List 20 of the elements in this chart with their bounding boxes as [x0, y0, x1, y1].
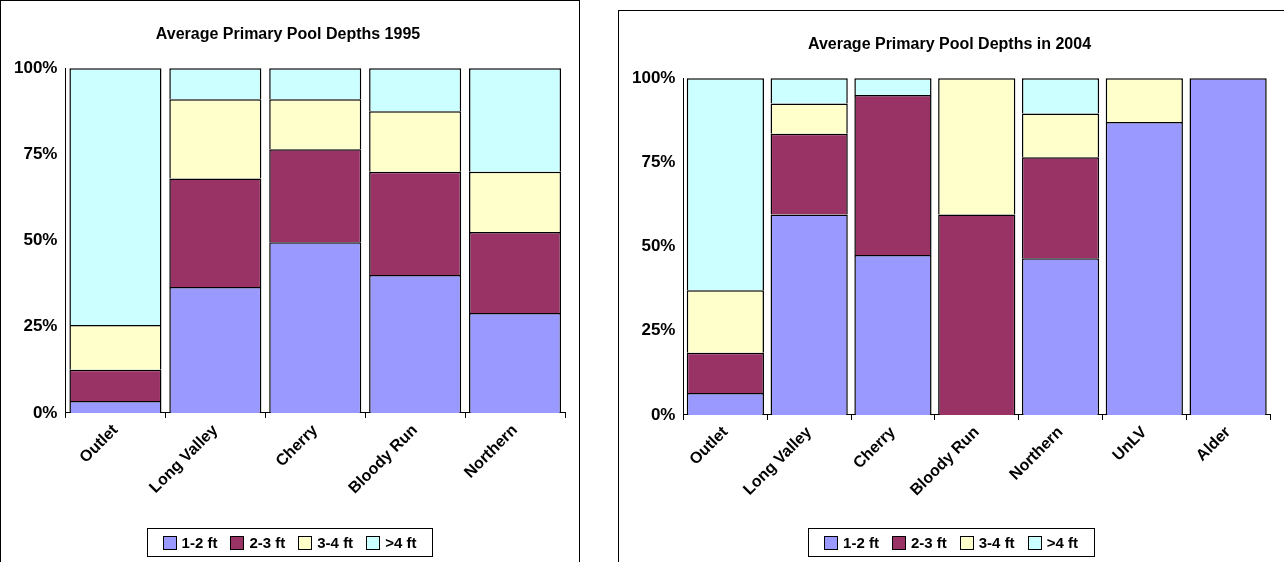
y-tick-label: 100% — [632, 67, 676, 87]
y-tick-label: 0% — [650, 404, 676, 424]
y-tick-label: 75% — [23, 144, 58, 164]
y-tick-label: 50% — [23, 230, 58, 250]
legend-label: 2-3 ft — [249, 534, 286, 551]
y-tick-label: 100% — [14, 57, 58, 77]
legend-label: 1-2 ft — [843, 534, 879, 551]
legend-label: 2-3 ft — [910, 534, 947, 551]
legend-label: 3-4 ft — [317, 534, 354, 551]
chart-title: Average Primary Pool Depths in 2004 — [807, 35, 1092, 53]
y-tick-label: 25% — [641, 320, 676, 340]
legend-label: 3-4 ft — [978, 534, 1015, 551]
legend-label: >4 ft — [385, 534, 417, 551]
legend-label: >4 ft — [1046, 534, 1078, 551]
y-tick-label: 50% — [641, 236, 676, 256]
chart-title: Average Primary Pool Depths 1995 — [155, 25, 421, 43]
legend-label: 1-2 ft — [181, 534, 218, 551]
y-tick-label: 75% — [641, 152, 676, 172]
y-tick-label: 25% — [23, 316, 58, 336]
y-tick-label: 0% — [32, 402, 58, 422]
